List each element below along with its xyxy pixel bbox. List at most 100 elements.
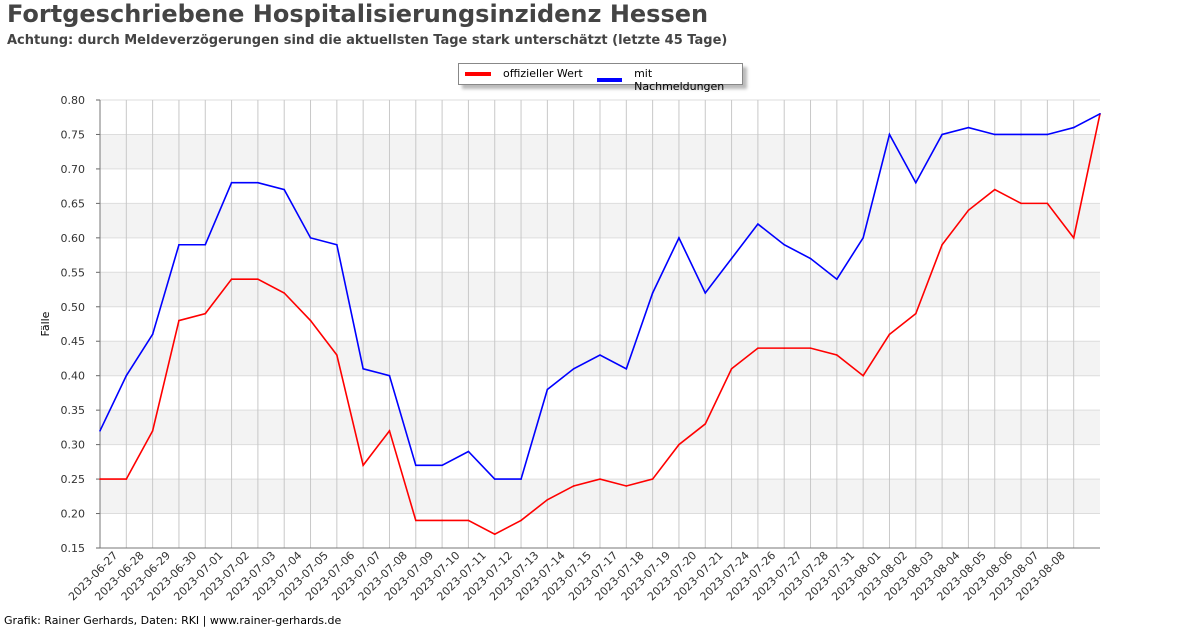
data-point: [204, 312, 207, 315]
data-point: [862, 237, 864, 239]
data-point: [678, 443, 680, 446]
data-point: [704, 423, 707, 425]
data-point: [625, 368, 628, 370]
data-point: [283, 292, 286, 294]
data-point: [651, 292, 654, 294]
data-point: [1072, 126, 1075, 129]
data-point: [1020, 202, 1022, 205]
data-point: [467, 450, 470, 453]
y-tick-label: 0.55: [61, 266, 86, 279]
y-tick-label: 0.25: [61, 473, 86, 486]
data-point: [941, 243, 943, 246]
y-tick-label: 0.50: [61, 301, 86, 314]
data-point: [914, 181, 917, 184]
y-tick-label: 0.15: [61, 542, 86, 555]
data-point: [467, 519, 470, 522]
legend-item-with-late-reports: mit Nachmeldungen: [597, 67, 742, 93]
y-tick-label: 0.60: [61, 232, 86, 245]
data-point: [862, 374, 864, 377]
data-point: [520, 519, 522, 522]
data-point: [309, 237, 312, 239]
data-point: [336, 243, 338, 246]
data-point: [125, 374, 128, 377]
legend-swatch-red: [465, 71, 491, 76]
data-point: [1072, 237, 1075, 239]
data-point: [441, 464, 443, 467]
y-tick-label: 0.70: [61, 163, 86, 176]
legend-item-official: offizieller Wert: [465, 67, 583, 80]
data-point: [204, 243, 207, 246]
data-point: [99, 478, 101, 480]
data-point: [888, 333, 891, 336]
data-point: [967, 209, 970, 212]
data-point: [730, 257, 733, 260]
data-point: [809, 257, 812, 260]
data-point: [151, 430, 154, 432]
legend: offizieller Wert mit Nachmeldungen: [458, 63, 743, 93]
data-point: [125, 478, 128, 480]
legend-label: mit Nachmeldungen: [634, 67, 725, 93]
data-point: [414, 519, 417, 522]
y-tick-label: 0.75: [61, 128, 86, 141]
data-point: [178, 243, 180, 246]
data-point: [283, 188, 286, 191]
data-point: [1020, 133, 1022, 136]
data-point: [572, 368, 575, 370]
data-point: [388, 430, 391, 432]
y-tick-label: 0.20: [61, 508, 86, 521]
data-point: [678, 237, 680, 239]
data-point: [783, 243, 786, 246]
data-point: [783, 347, 786, 349]
data-point: [1099, 112, 1101, 115]
data-point: [1046, 202, 1049, 205]
chart-subtitle: Achtung: durch Meldeverzögerungen sind d…: [7, 33, 728, 48]
legend-swatch-blue: [597, 78, 623, 82]
data-point: [599, 354, 601, 356]
legend-label: offizieller Wert: [503, 67, 583, 80]
y-tick-label: 0.40: [61, 370, 86, 383]
data-point: [809, 347, 812, 349]
data-point: [493, 478, 496, 480]
data-point: [836, 278, 838, 281]
data-point: [257, 278, 259, 281]
y-axis-label: Fälle: [39, 311, 52, 336]
data-point: [704, 292, 707, 294]
data-point: [914, 312, 917, 315]
data-point: [993, 133, 996, 136]
data-point: [441, 519, 443, 522]
data-point: [99, 430, 101, 432]
data-point: [941, 133, 943, 136]
y-tick-label: 0.30: [61, 439, 86, 452]
data-point: [757, 223, 759, 225]
footer-credit: Grafik: Rainer Gerhards, Daten: RKI | ww…: [4, 614, 342, 627]
data-point: [967, 126, 970, 129]
data-point: [546, 498, 549, 501]
data-point: [230, 278, 233, 281]
data-point: [230, 181, 233, 184]
data-point: [993, 188, 996, 191]
y-tick-label: 0.65: [61, 197, 86, 210]
data-point: [625, 485, 628, 487]
data-point: [309, 319, 312, 322]
data-point: [151, 333, 154, 336]
data-point: [730, 368, 733, 370]
data-point: [572, 485, 575, 487]
y-tick-label: 0.35: [61, 404, 86, 417]
chart-title: Fortgeschriebene Hospitalisierungsinzide…: [7, 0, 709, 28]
data-point: [757, 347, 759, 349]
data-point: [493, 533, 496, 536]
y-tick-label: 0.80: [61, 94, 86, 107]
data-point: [836, 354, 838, 356]
data-point: [362, 368, 364, 370]
data-point: [388, 374, 391, 377]
data-point: [1046, 133, 1049, 136]
data-point: [520, 478, 522, 480]
data-point: [257, 181, 259, 184]
y-tick-label: 0.45: [61, 335, 86, 348]
data-point: [336, 354, 338, 356]
data-point: [414, 464, 417, 467]
data-point: [888, 133, 891, 136]
data-point: [546, 388, 549, 391]
